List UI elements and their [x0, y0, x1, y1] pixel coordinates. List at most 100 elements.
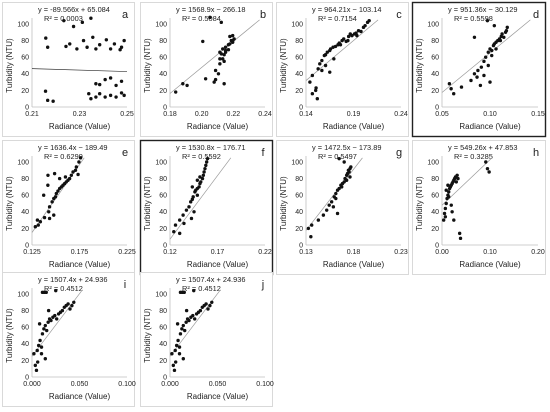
data-point	[228, 42, 232, 46]
data-point	[492, 23, 497, 28]
data-point	[449, 87, 453, 91]
r-squared: R² = 0.0003	[44, 14, 83, 23]
y-tick-label: 40	[295, 71, 303, 78]
data-point	[447, 190, 451, 194]
trend-equation: y = 964.21x − 103.14	[312, 5, 381, 14]
data-point	[213, 68, 218, 73]
data-point	[308, 80, 312, 84]
data-point	[177, 218, 182, 222]
data-point	[483, 55, 488, 59]
x-tick-label: 0.125	[23, 249, 41, 256]
x-axis-label: Radiance (Value)	[323, 260, 385, 269]
data-point	[221, 47, 225, 51]
data-point	[181, 213, 185, 217]
data-point	[187, 318, 191, 323]
data-point	[97, 92, 102, 96]
data-point	[201, 39, 205, 44]
x-tick-label: 0.22	[258, 249, 272, 256]
data-point	[32, 352, 36, 356]
data-point	[36, 223, 40, 227]
r-squared: R² = 0.5592	[182, 152, 221, 161]
x-tick-label: 0.21	[25, 111, 39, 118]
data-point	[309, 235, 313, 239]
data-point	[485, 18, 490, 23]
data-point	[367, 18, 371, 23]
y-tick-label: 100	[17, 291, 29, 298]
data-point	[70, 303, 74, 308]
data-point	[208, 303, 212, 308]
data-point	[444, 201, 448, 206]
data-point	[171, 363, 176, 368]
data-point	[71, 24, 76, 29]
y-tick-label: 40	[431, 71, 439, 78]
data-point	[198, 308, 203, 313]
y-tick-label: 60	[295, 55, 303, 62]
data-point	[38, 338, 42, 343]
x-tick-label: 0.000	[161, 381, 179, 388]
r-squared: R² = 0.7154	[318, 14, 357, 23]
data-point	[192, 288, 196, 293]
data-point	[71, 170, 75, 174]
panel-letter: c	[396, 9, 402, 21]
data-point	[334, 196, 338, 201]
y-tick-label: 100	[17, 21, 29, 28]
data-point	[52, 171, 57, 176]
y-tick-label: 60	[21, 325, 29, 332]
y-axis-label: Turbidity (NTU)	[279, 176, 288, 231]
data-point	[170, 352, 174, 356]
data-point	[89, 97, 93, 101]
data-point	[195, 178, 200, 182]
data-point	[173, 348, 177, 353]
data-point	[479, 65, 484, 69]
data-point	[54, 288, 58, 293]
data-point	[47, 216, 52, 221]
data-point	[338, 43, 343, 47]
x-tick-label: 0.050	[209, 381, 227, 388]
y-tick-label: 0	[435, 242, 439, 249]
data-point	[475, 75, 479, 79]
data-point	[119, 45, 124, 49]
data-point	[60, 308, 65, 313]
data-point	[310, 92, 315, 96]
data-point	[66, 302, 70, 306]
y-tick-label: 80	[21, 176, 29, 183]
data-point	[68, 307, 72, 311]
x-tick-label: 0.10	[483, 111, 497, 118]
panel-frame	[276, 140, 409, 275]
data-point	[218, 57, 222, 61]
data-point	[472, 35, 477, 39]
data-point	[486, 50, 490, 54]
data-point	[108, 47, 113, 51]
panel-frame	[2, 140, 135, 275]
y-tick-label: 40	[21, 209, 29, 216]
trend-equation: y = 1568.9x − 266.18	[176, 5, 245, 14]
data-point	[210, 300, 214, 304]
y-tick-label: 40	[159, 71, 167, 78]
y-tick-label: 0	[25, 242, 29, 249]
data-point	[94, 95, 98, 99]
data-point	[94, 82, 98, 86]
y-tick-label: 0	[25, 374, 29, 381]
data-point	[35, 348, 39, 353]
data-point	[44, 290, 48, 295]
data-point	[75, 47, 79, 51]
data-point	[450, 210, 454, 214]
data-point	[87, 92, 91, 96]
y-tick-label: 80	[159, 38, 167, 45]
data-point	[327, 203, 331, 207]
data-point	[458, 236, 463, 241]
y-tick-label: 20	[159, 88, 167, 95]
y-axis-label: Turbidity (NTU)	[5, 308, 14, 363]
data-point	[174, 360, 178, 364]
scatter-panel-c: 0 20 40 60 80 100 0.14 0.19 0.24 Radiance (Value)…	[276, 2, 409, 137]
data-point	[55, 317, 59, 321]
y-tick-label: 80	[431, 38, 439, 45]
data-point	[177, 352, 182, 356]
x-tick-label: 0.20	[195, 111, 209, 118]
data-point	[447, 195, 451, 199]
data-point	[452, 218, 456, 222]
data-point	[43, 323, 47, 328]
data-point	[39, 352, 44, 356]
data-point	[203, 166, 207, 171]
data-point	[505, 25, 509, 30]
